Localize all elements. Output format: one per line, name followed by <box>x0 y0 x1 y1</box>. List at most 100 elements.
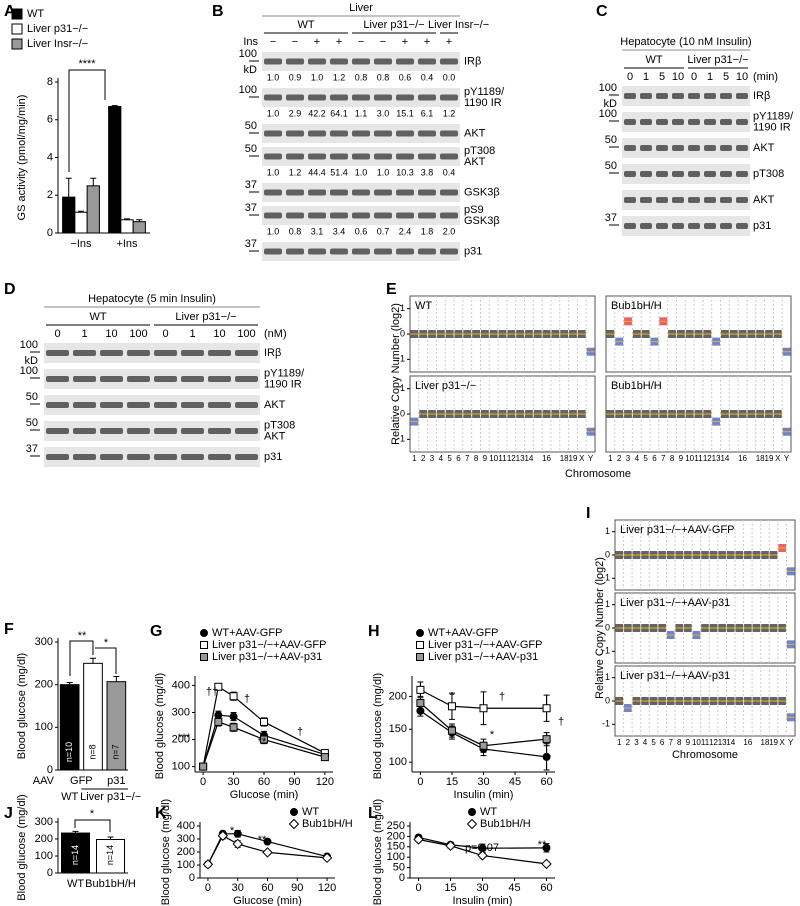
blot-strip <box>44 369 260 389</box>
error-bar <box>90 657 96 664</box>
chromosome-label: 16 <box>542 454 551 463</box>
quant-value: 15.1 <box>396 108 414 118</box>
annotation: *** <box>178 732 192 744</box>
blot-band <box>640 93 652 99</box>
annotation: * <box>490 729 495 741</box>
x-tick-label: Bub1bH/H <box>85 878 136 890</box>
lane-label: + <box>402 36 408 48</box>
y-tick-label: 200 <box>35 679 53 691</box>
blot-band <box>720 223 732 229</box>
y-tick-label: 0 <box>605 622 610 632</box>
blot-band <box>688 145 700 151</box>
chromosome-label: 4 <box>643 738 648 747</box>
data-point <box>542 843 551 852</box>
chromosome-label: 7 <box>668 738 673 747</box>
blot-band <box>418 58 436 65</box>
blot-strip <box>622 216 750 236</box>
panel-letter: D <box>4 281 16 298</box>
series-line <box>202 685 326 767</box>
data-point <box>320 753 329 762</box>
blot-band <box>720 197 732 203</box>
blot-strip <box>622 138 750 158</box>
blot-band <box>672 197 684 203</box>
x-tick-label: +Ins <box>116 238 138 250</box>
y-axis-title: Relative Copy Number (log2) <box>390 303 402 445</box>
data-point <box>479 741 488 750</box>
legend-marker <box>290 808 298 816</box>
data-point <box>260 735 268 744</box>
quant-value: 0.4 <box>421 72 434 82</box>
size-unit: kD <box>604 98 618 110</box>
blot-band <box>624 197 636 203</box>
significance-bracket <box>68 69 106 172</box>
quant-value: 64.1 <box>330 108 348 118</box>
chromosome-label: 6 <box>652 454 657 463</box>
band-label: GSK3β <box>464 186 500 198</box>
lane-label: − <box>270 36 276 48</box>
band-label: pY1189/ <box>753 110 794 122</box>
blot-band <box>688 171 700 177</box>
lane-label: 10 <box>105 328 117 340</box>
y-tick-label: 200 <box>389 690 407 702</box>
y-tick-label: 300 <box>172 706 190 718</box>
blot-band <box>624 171 636 177</box>
blot-band <box>208 402 231 408</box>
y-axis-title: Blood glucose (mg/dl) <box>16 653 28 759</box>
y-tick-label: 100 <box>35 850 53 862</box>
band-label: IRβ <box>753 90 770 102</box>
blot-band <box>396 212 414 219</box>
blot-band <box>374 153 392 160</box>
size-unit: kD <box>25 355 39 367</box>
data-point <box>445 840 456 851</box>
y-tick-label: 100 <box>172 760 190 772</box>
y-tick-label: 0 <box>47 867 53 879</box>
cnv-panel-title: Liver p31−/−+AAV-p31 <box>620 597 730 609</box>
blot-band <box>396 58 414 65</box>
chromosome-label: 3 <box>626 454 631 463</box>
lane-label: 1 <box>189 328 195 340</box>
chromosome-label: 6 <box>456 454 461 463</box>
series-line <box>420 689 547 709</box>
significance-bracket <box>95 647 117 674</box>
quant-value: 0.4 <box>443 167 456 177</box>
blot-band <box>208 428 231 434</box>
blot-band <box>440 212 458 219</box>
chromosome-label: 7 <box>465 454 470 463</box>
blot-band <box>330 130 348 137</box>
legend-label: WT <box>27 8 44 20</box>
annotation: * <box>104 637 109 649</box>
data-point <box>321 852 333 864</box>
chromosome-label: 8 <box>670 454 675 463</box>
chromosome-label: 11 <box>498 454 507 463</box>
lane-label: 0 <box>627 71 633 83</box>
blot-band <box>352 94 370 101</box>
y-tick-label: 50 <box>393 862 405 874</box>
quant-value: 3.1 <box>311 226 324 236</box>
x-tick-label: 0 <box>417 776 423 788</box>
bar <box>83 662 103 771</box>
legend-label: Liver p31−/−+AAV-GFP <box>212 639 326 651</box>
blot-band <box>624 119 636 125</box>
blot-strip <box>622 86 750 106</box>
data-point <box>541 858 552 870</box>
blot-header: Hepatocyte (5 min Insulin) <box>88 293 216 305</box>
blot-band <box>330 153 348 160</box>
blot-band <box>704 197 716 203</box>
size-marker: 100 <box>239 84 257 96</box>
blot-band <box>688 93 700 99</box>
lane-label: + <box>336 36 342 48</box>
blot-band <box>330 212 348 219</box>
legend-label: WT+AAV-GFP <box>212 627 282 639</box>
blot-band <box>704 145 716 151</box>
blot-band <box>264 58 282 65</box>
annotation: † <box>499 691 505 703</box>
blot-band <box>704 93 716 99</box>
group-label: AAV <box>33 775 55 787</box>
data-point <box>229 692 238 701</box>
blot-band <box>720 145 732 151</box>
bar <box>106 681 127 771</box>
quant-value: 6.1 <box>421 108 434 118</box>
blot-band <box>720 119 732 125</box>
blot-band <box>208 376 231 382</box>
data-point <box>232 838 243 850</box>
